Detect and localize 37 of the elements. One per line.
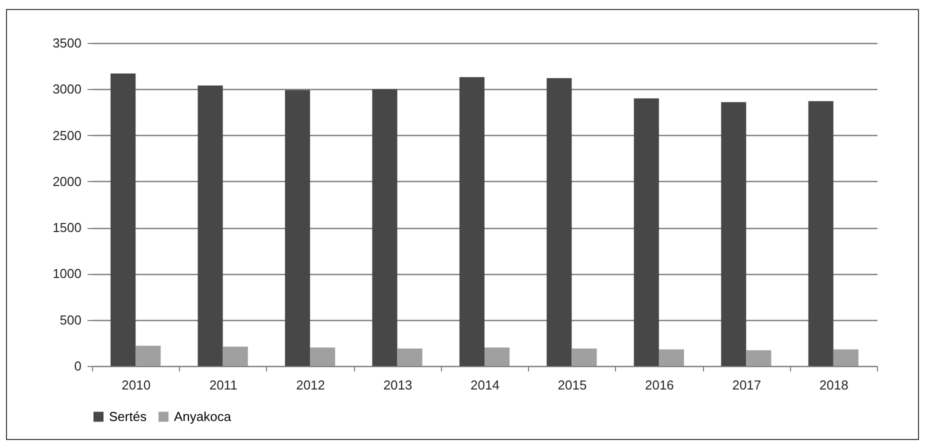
x-tick-label: 2014 [470, 378, 500, 392]
x-tick-label: 2018 [819, 378, 848, 392]
x-tick-label: 2011 [209, 378, 238, 392]
bar [808, 101, 834, 366]
y-tick-label: 2500 [52, 128, 82, 143]
y-tick-label: 2000 [52, 174, 82, 189]
y-tick-label: 3500 [52, 36, 82, 50]
x-tick-label: 2010 [122, 378, 151, 392]
y-tick-label: 3000 [52, 82, 82, 97]
bar [397, 348, 422, 366]
x-tick-label: 2016 [644, 378, 674, 392]
bar [658, 349, 684, 366]
bar [746, 350, 772, 366]
x-tick-label: 2017 [732, 378, 762, 392]
bar [546, 78, 572, 366]
x-tick-label: 2013 [383, 378, 412, 392]
bar [222, 346, 248, 366]
bar [136, 346, 161, 366]
bar [721, 102, 746, 366]
legend-label: Anyakoca [174, 408, 232, 424]
bar [310, 348, 336, 366]
bar [833, 349, 858, 366]
x-tick-label: 2012 [296, 378, 326, 392]
bar [198, 85, 223, 366]
bar [110, 73, 136, 366]
y-tick-label: 1500 [52, 220, 82, 236]
legend-label: Sertés [109, 408, 148, 424]
y-tick-label: 1000 [52, 266, 82, 282]
bar [459, 77, 484, 366]
bar [572, 348, 597, 366]
bar [284, 90, 310, 366]
bar [634, 98, 659, 366]
y-tick-label: 0 [74, 358, 82, 374]
y-tick-label: 500 [60, 312, 82, 328]
bar [484, 348, 510, 366]
x-tick-label: 2015 [558, 378, 587, 392]
bar [372, 89, 398, 366]
